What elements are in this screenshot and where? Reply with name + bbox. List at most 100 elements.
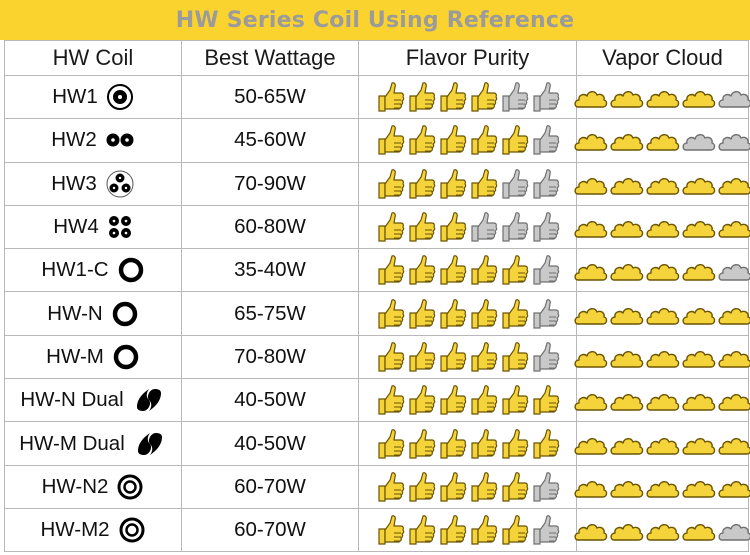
thumbs-up-icon (438, 167, 467, 201)
thumbs-up-icon (531, 383, 560, 417)
table-row: HW-N Dual 40-50W (4, 378, 750, 423)
thumbs-up-icon (438, 253, 467, 287)
thumbs-up-icon (376, 210, 405, 244)
cloud-icon (717, 171, 750, 197)
coil-name: HW-M (46, 344, 104, 368)
thumbs-up-icon (376, 383, 405, 417)
thumbs-up-icon (407, 383, 436, 417)
vapor-rating (573, 464, 750, 509)
table-row: HW2 45-60W (4, 118, 750, 163)
vapor-rating (573, 74, 750, 120)
cloud-icon (573, 474, 608, 500)
coil-name: HW-M Dual (19, 431, 125, 455)
cloud-icon (681, 301, 716, 327)
wattage-cell: 50-65W (181, 74, 359, 120)
flavor-rating (358, 464, 577, 509)
ring-icon (112, 343, 140, 371)
thumbs-up-icon (438, 80, 467, 114)
thumbs-up-icon (469, 297, 498, 331)
cloud-icon (573, 214, 608, 240)
thumbs-up-icon (438, 210, 467, 244)
thumbs-up-icon (469, 80, 498, 114)
thumbs-up-icon (407, 253, 436, 287)
cloud-icon (717, 517, 750, 543)
thumbs-up-icon (376, 253, 405, 287)
thumbs-up-icon (407, 210, 436, 244)
cloud-icon (717, 214, 750, 240)
flavor-rating (358, 248, 577, 293)
thumbs-up-icon (500, 340, 529, 374)
cloud-icon (645, 214, 680, 240)
vapor-rating (573, 421, 750, 466)
cloud-icon (609, 214, 644, 240)
cloud-icon (681, 517, 716, 543)
header-coil: HW Coil (4, 40, 182, 76)
thumbs-up-icon (438, 297, 467, 331)
cloud-icon (645, 387, 680, 413)
cloud-icon (681, 344, 716, 370)
coil-name: HW-N Dual (20, 388, 124, 412)
coil-cell: HW-N Dual (4, 378, 182, 423)
wattage-cell: 65-75W (181, 291, 359, 336)
thumbs-up-icon (469, 470, 498, 504)
coil-name: HW4 (53, 215, 99, 239)
table-row: HW4 60-80W (4, 204, 750, 250)
thumbs-up-icon (531, 210, 560, 244)
concentric-ring-icon (116, 473, 144, 501)
thumbs-up-icon (531, 513, 560, 547)
wattage-cell: 60-70W (181, 507, 359, 553)
table-row: HW3 70-90W (4, 161, 750, 206)
coil-name: HW-M2 (40, 518, 110, 542)
coil-cell: HW1-C (4, 248, 182, 293)
thumbs-up-icon (407, 427, 436, 461)
cloud-icon (609, 127, 644, 153)
thumbs-up-icon (531, 427, 560, 461)
thumbs-up-icon (407, 123, 436, 157)
coil-cell: HW-M2 (4, 507, 182, 553)
thumbs-up-icon (531, 470, 560, 504)
double-hole-icon (105, 129, 135, 151)
concentric-ring-icon (118, 516, 146, 544)
cloud-icon (645, 127, 680, 153)
quad-hole-icon (107, 214, 133, 240)
header-vapor: Vapor Cloud (576, 40, 749, 76)
coil-name: HW1 (52, 85, 98, 109)
coil-name: HW3 (51, 171, 97, 195)
thumbs-up-icon (469, 253, 498, 287)
thumbs-up-icon (438, 340, 467, 374)
thumbs-up-icon (376, 340, 405, 374)
cloud-icon (573, 517, 608, 543)
thumbs-up-icon (531, 123, 560, 157)
cloud-icon (717, 257, 750, 283)
table-row: HW-M Dual 40-50W (4, 421, 750, 466)
vapor-rating (573, 507, 750, 553)
flavor-rating (358, 334, 577, 380)
cloud-icon (609, 257, 644, 283)
thumbs-up-icon (500, 253, 529, 287)
cloud-icon (681, 257, 716, 283)
cloud-icon (609, 474, 644, 500)
coil-name: HW-N (47, 301, 103, 325)
single-thick-ring-icon (106, 83, 134, 111)
cloud-icon (609, 344, 644, 370)
wattage-cell: 60-70W (181, 464, 359, 509)
thumbs-up-icon (500, 210, 529, 244)
cloud-icon (681, 474, 716, 500)
cloud-icon (573, 387, 608, 413)
wattage-cell: 70-80W (181, 334, 359, 380)
cloud-icon (717, 387, 750, 413)
cloud-icon (645, 171, 680, 197)
table-row: HW-M 70-80W (4, 334, 750, 380)
flavor-rating (358, 507, 577, 553)
thumbs-up-icon (469, 383, 498, 417)
thumbs-up-icon (469, 123, 498, 157)
thumbs-up-icon (531, 167, 560, 201)
header-row: HW Coil Best Wattage Flavor Purity Vapor… (4, 40, 749, 76)
wattage-cell: 70-90W (181, 161, 359, 206)
ring-icon (117, 256, 145, 284)
cloud-icon (573, 344, 608, 370)
cloud-icon (573, 301, 608, 327)
cloud-icon (609, 387, 644, 413)
cloud-icon (681, 127, 716, 153)
coil-name: HW-N2 (41, 474, 109, 498)
